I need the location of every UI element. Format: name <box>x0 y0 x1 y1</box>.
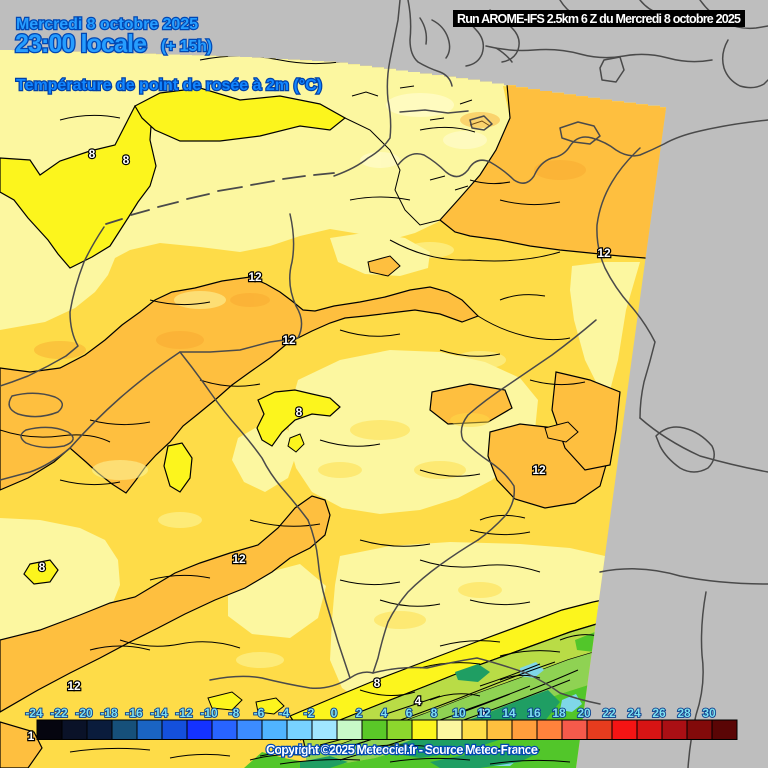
svg-text:Run AROME-IFS 2.5km 6 Z du Mer: Run AROME-IFS 2.5km 6 Z du Mercredi 8 oc… <box>457 12 741 26</box>
svg-text:Température de point de rosée: Température de point de rosée à 2m (°C) <box>16 77 322 94</box>
svg-text:12: 12 <box>67 679 81 693</box>
svg-text:-24: -24 <box>25 706 43 720</box>
svg-text:Copyright ©2025 Meteociel.fr: Copyright ©2025 Meteociel.fr - Source Me… <box>266 742 538 757</box>
svg-text:22: 22 <box>602 706 616 720</box>
svg-text:-16: -16 <box>125 706 143 720</box>
svg-text:-22: -22 <box>50 706 68 720</box>
svg-text:8: 8 <box>296 405 303 419</box>
svg-text:-18: -18 <box>100 706 118 720</box>
svg-text:4: 4 <box>381 706 388 720</box>
svg-text:-4: -4 <box>279 706 290 720</box>
svg-text:12: 12 <box>532 463 546 477</box>
svg-text:2: 2 <box>356 706 363 720</box>
svg-text:16: 16 <box>527 706 541 720</box>
svg-text:8: 8 <box>431 706 438 720</box>
svg-text:8: 8 <box>123 153 130 167</box>
svg-text:(+ 15h): (+ 15h) <box>161 38 212 55</box>
svg-text:14: 14 <box>502 706 516 720</box>
svg-text:-8: -8 <box>229 706 240 720</box>
svg-text:Mercredi 8 octobre 2025: Mercredi 8 octobre 2025 <box>16 16 198 33</box>
svg-text:24: 24 <box>627 706 641 720</box>
svg-text:-10: -10 <box>200 706 218 720</box>
svg-text:8: 8 <box>374 676 381 690</box>
svg-text:12: 12 <box>597 246 611 260</box>
svg-text:23:00 locale: 23:00 locale <box>15 30 147 58</box>
svg-text:12: 12 <box>248 270 262 284</box>
svg-text:0: 0 <box>331 706 338 720</box>
svg-text:-6: -6 <box>254 706 265 720</box>
svg-text:12: 12 <box>282 333 296 347</box>
svg-text:12: 12 <box>232 552 246 566</box>
svg-text:18: 18 <box>552 706 566 720</box>
svg-text:8: 8 <box>39 560 46 574</box>
svg-text:26: 26 <box>652 706 666 720</box>
svg-text:10: 10 <box>452 706 466 720</box>
svg-text:12: 12 <box>477 706 491 720</box>
svg-text:-14: -14 <box>150 706 168 720</box>
svg-text:1: 1 <box>28 729 35 743</box>
svg-text:28: 28 <box>677 706 691 720</box>
svg-text:4: 4 <box>415 694 422 708</box>
svg-text:-20: -20 <box>75 706 93 720</box>
svg-text:0: 0 <box>479 706 486 720</box>
svg-text:8: 8 <box>89 147 96 161</box>
svg-text:-2: -2 <box>304 706 315 720</box>
svg-text:6: 6 <box>406 706 413 720</box>
svg-text:-12: -12 <box>175 706 193 720</box>
svg-text:30: 30 <box>702 706 716 720</box>
svg-text:20: 20 <box>577 706 591 720</box>
